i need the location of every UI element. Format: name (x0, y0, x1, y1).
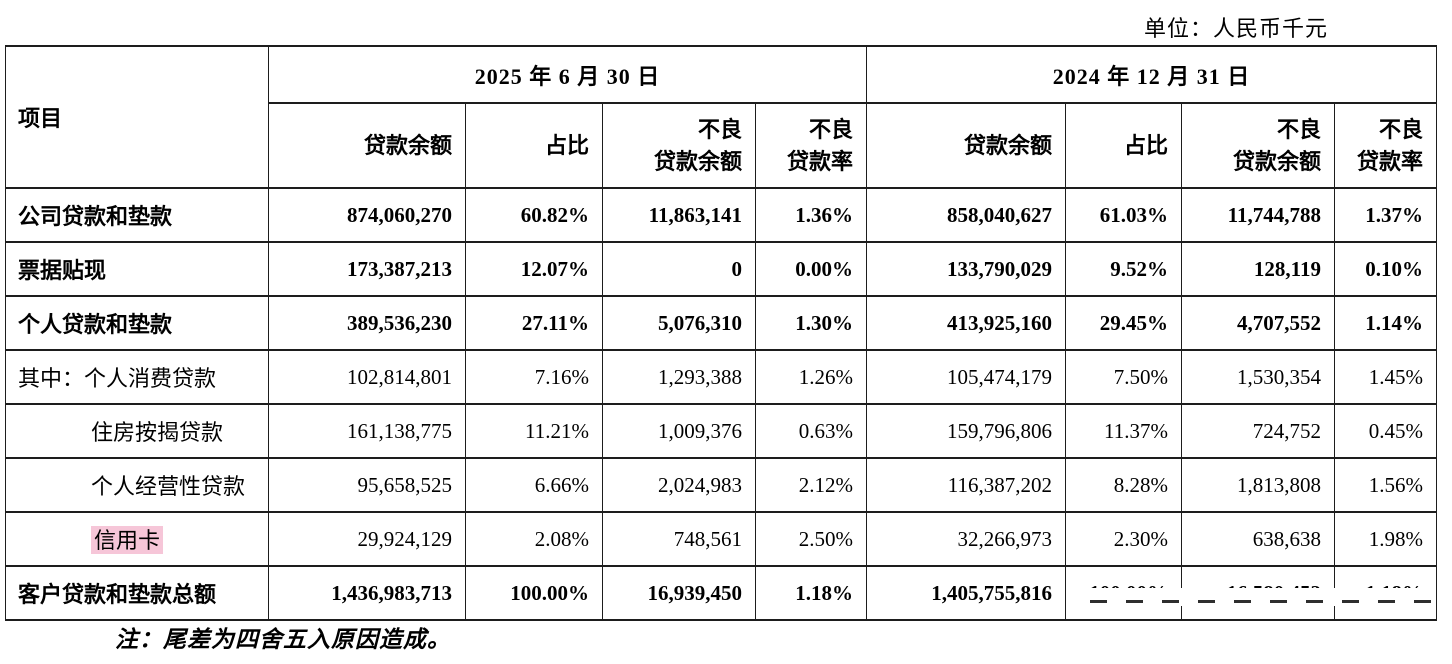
column-header-period-2025: 2025 年 6 月 30 日 (267, 45, 868, 104)
table-row-credit-card: 信用卡 29,924,129 2.08% 748,561 2.50% 32,26… (5, 511, 1438, 567)
cell-value: 116,387,202 (866, 457, 1067, 513)
cell-value: 8.28% (1065, 457, 1183, 513)
cell-value: 0.63% (754, 403, 868, 459)
table-row-corporate-loans: 公司贷款和垫款 874,060,270 60.82% 11,863,141 1.… (5, 187, 1438, 243)
cell-value: 60.82% (465, 187, 603, 243)
unit-label: 单位：人民币千元 (1143, 16, 1328, 41)
cell-value: 638,638 (1181, 511, 1336, 567)
column-header-period-2024: 2024 年 12 月 31 日 (866, 45, 1438, 104)
footnote: 注：尾差为四舍五入原因造成。 (115, 627, 451, 652)
cell-value: 0 (602, 241, 756, 297)
cell-value: 2.50% (754, 511, 868, 567)
table-row-personal-consumption-loans: 其中：个人消费贷款 102,814,801 7.16% 1,293,388 1.… (5, 349, 1438, 405)
table-row-housing-mortgage-loans: 住房按揭贷款 161,138,775 11.21% 1,009,376 0.63… (5, 403, 1438, 459)
column-header-npl-ratio-2025: 不良 贷款率 (754, 102, 868, 189)
cell-value: 61.03% (1065, 187, 1183, 243)
cell-value: 2.08% (465, 511, 603, 567)
column-header-npl-balance-2025: 不良 贷款余额 (602, 102, 756, 189)
cell-value: 1,405,755,816 (866, 565, 1067, 621)
cell-value: 858,040,627 (866, 187, 1067, 243)
cell-value: 1.98% (1334, 511, 1438, 567)
cell-value: 2.30% (1065, 511, 1183, 567)
cell-value: 1,436,983,713 (268, 565, 466, 621)
cell-value: 105,474,179 (866, 349, 1067, 405)
row-label: 个人经营性贷款 (5, 457, 269, 513)
cell-value: 1.26% (754, 349, 868, 405)
cell-value: 874,060,270 (268, 187, 466, 243)
cell-value: 2,024,983 (602, 457, 756, 513)
table-row-personal-loans: 个人贷款和垫款 389,536,230 27.11% 5,076,310 1.3… (5, 295, 1438, 351)
cell-value: 5,076,310 (602, 295, 756, 351)
cell-value: 173,387,213 (268, 241, 466, 297)
cell-value: 95,658,525 (268, 457, 466, 513)
cell-value: 11.21% (465, 403, 603, 459)
cell-value: 1,530,354 (1181, 349, 1336, 405)
cell-value: 389,536,230 (268, 295, 466, 351)
row-label: 住房按揭贷款 (5, 403, 269, 459)
column-header-loan-balance-2024: 贷款余额 (866, 102, 1067, 189)
cell-value: 1.18% (754, 565, 868, 621)
cell-value: 1.56% (1334, 457, 1438, 513)
cell-value: 0.00% (754, 241, 868, 297)
cell-value: 32,266,973 (866, 511, 1067, 567)
cell-value: 1.37% (1334, 187, 1438, 243)
cell-value: 2.12% (754, 457, 868, 513)
loan-portfolio-table: 项目 2025 年 6 月 30 日 2024 年 12 月 31 日 贷款余额… (5, 45, 1438, 621)
table-row-personal-business-loans: 个人经营性贷款 95,658,525 6.66% 2,024,983 2.12%… (5, 457, 1438, 513)
cell-value: 11.37% (1065, 403, 1183, 459)
row-label: 其中：个人消费贷款 (5, 349, 269, 405)
cell-value: 9.52% (1065, 241, 1183, 297)
cell-value: 100.00% (465, 565, 603, 621)
cell-value: 161,138,775 (268, 403, 466, 459)
cell-value: 11,863,141 (602, 187, 756, 243)
row-label: 客户贷款和垫款总额 (5, 565, 269, 621)
cell-value: 0.10% (1334, 241, 1438, 297)
row-label: 个人贷款和垫款 (5, 295, 269, 351)
cell-value: 1.45% (1334, 349, 1438, 405)
cell-value: 748,561 (602, 511, 756, 567)
table-row-discounted-bills: 票据贴现 173,387,213 12.07% 0 0.00% 133,790,… (5, 241, 1438, 297)
row-label: 信用卡 (5, 511, 269, 567)
column-header-proportion-2024: 占比 (1065, 102, 1183, 189)
cell-value: 1.30% (754, 295, 868, 351)
cell-value: 0.45% (1334, 403, 1438, 459)
cell-value: 7.50% (1065, 349, 1183, 405)
column-header-npl-balance-2024: 不良 贷款余额 (1181, 102, 1336, 189)
cell-value: 7.16% (465, 349, 603, 405)
cell-value: 29,924,129 (268, 511, 466, 567)
cell-value: 413,925,160 (866, 295, 1067, 351)
cell-value: 11,744,788 (1181, 187, 1336, 243)
cell-value: 27.11% (465, 295, 603, 351)
cell-value: 29.45% (1065, 295, 1183, 351)
cell-value: 1.14% (1334, 295, 1438, 351)
cell-value: 133,790,029 (866, 241, 1067, 297)
cell-value: 4,707,552 (1181, 295, 1336, 351)
column-header-proportion-2025: 占比 (465, 102, 603, 189)
cell-value: 102,814,801 (268, 349, 466, 405)
column-header-loan-balance-2025: 贷款余额 (268, 102, 466, 189)
column-header-npl-ratio-2024: 不良 贷款率 (1334, 102, 1438, 189)
row-label: 公司贷款和垫款 (5, 187, 269, 243)
credit-card-highlight: 信用卡 (91, 526, 164, 554)
cell-value: 1.36% (754, 187, 868, 243)
row-label: 票据贴现 (5, 241, 269, 297)
cell-value: 724,752 (1181, 403, 1336, 459)
cell-value: 6.66% (465, 457, 603, 513)
cell-value: 1,293,388 (602, 349, 756, 405)
cell-value: 16,939,450 (602, 565, 756, 621)
cell-value: 128,119 (1181, 241, 1336, 297)
cell-value: 159,796,806 (866, 403, 1067, 459)
cell-value: 1,009,376 (602, 403, 756, 459)
table-header: 项目 2025 年 6 月 30 日 2024 年 12 月 31 日 贷款余额… (5, 45, 1438, 189)
cell-value: 1,813,808 (1181, 457, 1336, 513)
scan-artifact-overlay (1086, 588, 1436, 606)
column-header-item: 项目 (5, 45, 269, 189)
cell-value: 12.07% (465, 241, 603, 297)
